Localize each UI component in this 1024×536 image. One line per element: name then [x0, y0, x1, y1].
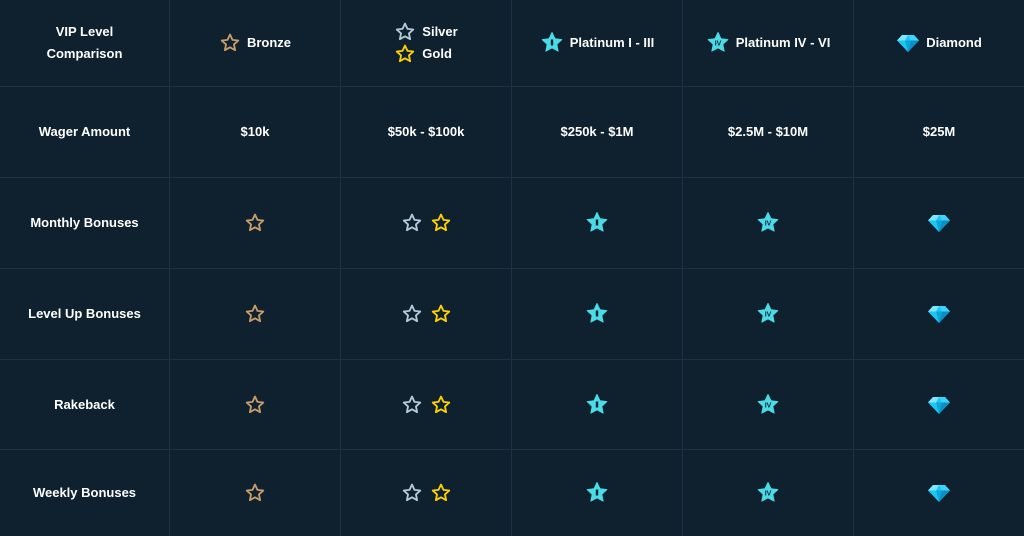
- weekly-bronze: [170, 450, 341, 536]
- gold-star-icon: [430, 212, 452, 234]
- column-header-platinum-1-3: Platinum I - III: [512, 0, 683, 87]
- wager-bronze: $10k: [170, 87, 341, 178]
- column-header-diamond: Diamond: [854, 0, 1024, 87]
- platinum-iv-star-icon: IV: [756, 211, 780, 235]
- wager-diamond: $25M: [854, 87, 1024, 178]
- diamond-icon: [927, 394, 951, 416]
- column-label-silver: Silver: [422, 24, 458, 39]
- bronze-star-icon: [219, 32, 241, 54]
- column-label-gold: Gold: [422, 46, 452, 61]
- platinum-i-star-icon: [585, 393, 609, 417]
- row-label-weekly-bonuses: Weekly Bonuses: [0, 450, 170, 536]
- diamond-icon: [927, 303, 951, 325]
- bronze-star-icon: [244, 394, 266, 416]
- monthly-diamond: [854, 178, 1024, 269]
- column-label: Platinum I - III: [569, 35, 655, 50]
- row-label-wager-amount: Wager Amount: [0, 87, 170, 178]
- platinum-iv-star-icon: IV: [756, 393, 780, 417]
- monthly-silver-gold: [341, 178, 512, 269]
- row-label-level-up-bonuses: Level Up Bonuses: [0, 269, 170, 360]
- gold-star-icon: [430, 482, 452, 504]
- platinum-iv-star-icon: IV: [756, 481, 780, 505]
- platinum-i-star-icon: [540, 31, 564, 55]
- monthly-platinum-4-6: IV: [683, 178, 854, 269]
- weekly-silver-gold: [341, 450, 512, 536]
- platinum-i-star-icon: [585, 481, 609, 505]
- diamond-icon: [927, 482, 951, 504]
- platinum-iv-star-icon: IV: [756, 302, 780, 326]
- rakeback-platinum-1-3: [512, 360, 683, 450]
- platinum-i-star-icon: [585, 302, 609, 326]
- svg-text:IV: IV: [765, 312, 772, 319]
- corner-label-line1: VIP Level: [55, 24, 114, 39]
- svg-text:IV: IV: [765, 491, 772, 498]
- column-label: Diamond: [926, 35, 982, 50]
- column-header-bronze: Bronze: [170, 0, 341, 87]
- silver-star-icon: [394, 21, 416, 43]
- wager-silver-gold: $50k - $100k: [341, 87, 512, 178]
- column-label: Bronze: [246, 35, 292, 50]
- gold-star-icon: [430, 394, 452, 416]
- silver-star-icon: [401, 303, 423, 325]
- weekly-diamond: [854, 450, 1024, 536]
- silver-star-icon: [401, 212, 423, 234]
- weekly-platinum-1-3: [512, 450, 683, 536]
- corner-header: VIP Level Comparison: [0, 0, 170, 87]
- platinum-iv-star-icon: IV: [706, 31, 730, 55]
- svg-text:IV: IV: [765, 402, 772, 409]
- column-header-silver-gold: Silver Gold: [341, 0, 512, 87]
- monthly-bronze: [170, 178, 341, 269]
- weekly-platinum-4-6: IV: [683, 450, 854, 536]
- wager-platinum-1-3: $250k - $1M: [512, 87, 683, 178]
- silver-star-icon: [401, 482, 423, 504]
- diamond-icon: [896, 32, 920, 54]
- row-label-rakeback: Rakeback: [0, 360, 170, 450]
- bronze-star-icon: [244, 303, 266, 325]
- rakeback-diamond: [854, 360, 1024, 450]
- diamond-icon: [927, 212, 951, 234]
- rakeback-platinum-4-6: IV: [683, 360, 854, 450]
- rakeback-silver-gold: [341, 360, 512, 450]
- bronze-star-icon: [244, 482, 266, 504]
- rakeback-bronze: [170, 360, 341, 450]
- levelup-diamond: [854, 269, 1024, 360]
- svg-text:IV: IV: [714, 41, 721, 48]
- bronze-star-icon: [244, 212, 266, 234]
- column-label: Platinum IV - VI: [735, 35, 831, 50]
- levelup-platinum-4-6: IV: [683, 269, 854, 360]
- gold-star-icon: [394, 43, 416, 65]
- column-header-platinum-4-6: IV Platinum IV - VI: [683, 0, 854, 87]
- gold-star-icon: [430, 303, 452, 325]
- monthly-platinum-1-3: [512, 178, 683, 269]
- corner-label-line2: Comparison: [46, 46, 123, 61]
- platinum-i-star-icon: [585, 211, 609, 235]
- levelup-silver-gold: [341, 269, 512, 360]
- levelup-bronze: [170, 269, 341, 360]
- row-label-monthly-bonuses: Monthly Bonuses: [0, 178, 170, 269]
- svg-text:IV: IV: [765, 221, 772, 228]
- levelup-platinum-1-3: [512, 269, 683, 360]
- silver-star-icon: [401, 394, 423, 416]
- wager-platinum-4-6: $2.5M - $10M: [683, 87, 854, 178]
